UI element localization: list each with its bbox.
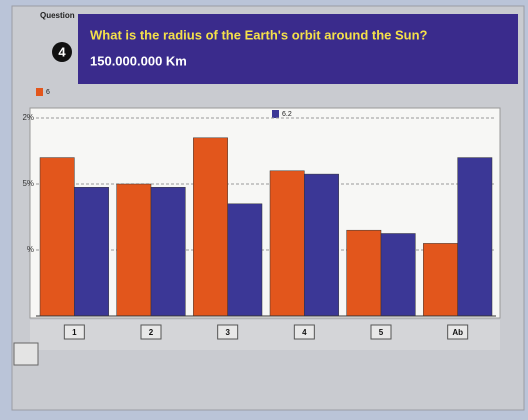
bar bbox=[228, 204, 262, 316]
bar bbox=[193, 138, 227, 316]
legend-swatch bbox=[272, 110, 279, 118]
question-number: 4 bbox=[58, 44, 66, 59]
question-text: What is the radius of the Earth's orbit … bbox=[90, 27, 428, 42]
screen: Question 4 What is the radius of the Ear… bbox=[0, 0, 528, 420]
x-tick-label: Ab bbox=[452, 328, 463, 337]
bar bbox=[117, 184, 151, 316]
bar bbox=[151, 187, 185, 316]
bar bbox=[381, 234, 415, 317]
y-tick-label: 2% bbox=[22, 113, 34, 122]
bar bbox=[270, 171, 304, 316]
bar bbox=[40, 158, 74, 316]
x-tick-label: 4 bbox=[302, 328, 307, 337]
header-bar bbox=[78, 14, 518, 84]
legend-label: 6 bbox=[46, 89, 50, 96]
x-tick-label: 3 bbox=[225, 328, 230, 337]
y-tick-label: % bbox=[27, 245, 34, 254]
exit-button[interactable] bbox=[14, 343, 38, 365]
bar bbox=[304, 174, 338, 316]
bar bbox=[347, 230, 381, 316]
bar bbox=[74, 187, 108, 316]
button-row bbox=[30, 320, 500, 350]
x-tick-label: 5 bbox=[379, 328, 384, 337]
question-label: Question bbox=[40, 11, 75, 20]
x-tick-label: 2 bbox=[149, 328, 154, 337]
bar bbox=[423, 243, 457, 316]
x-tick-label: 1 bbox=[72, 328, 77, 337]
legend-label: 6.2 bbox=[282, 111, 292, 118]
answer-text: 150.000.000 Km bbox=[90, 53, 187, 68]
bar bbox=[458, 158, 492, 316]
y-tick-label: 5% bbox=[22, 179, 34, 188]
legend-swatch bbox=[36, 88, 43, 96]
